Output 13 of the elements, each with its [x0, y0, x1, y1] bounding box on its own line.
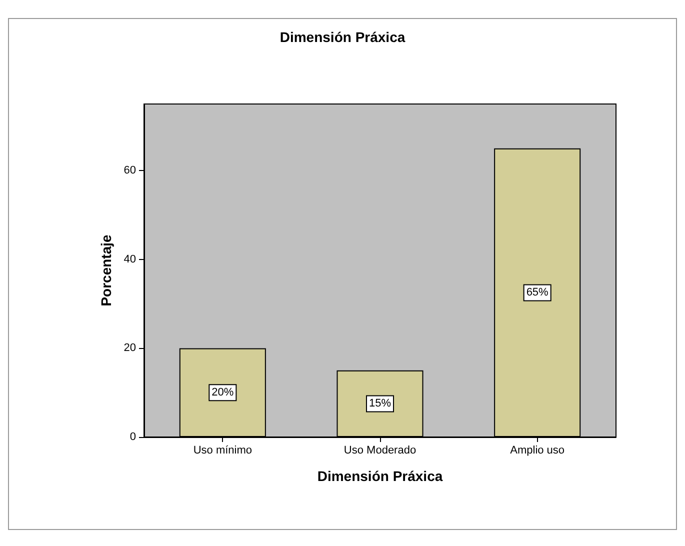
x-tick-label: Uso Moderado — [344, 444, 416, 456]
y-tick-label: 20 — [124, 342, 136, 354]
y-tick-label: 0 — [130, 431, 136, 443]
x-tick-label: Amplio uso — [510, 444, 565, 456]
y-tick-label: 60 — [124, 164, 136, 177]
data-label: 65% — [526, 286, 549, 299]
data-label: 20% — [212, 386, 234, 399]
y-tick-label: 40 — [124, 253, 136, 266]
y-axis-title: Porcentaje — [98, 234, 114, 306]
x-tick-label: Uso mínimo — [193, 444, 252, 456]
x-axis-title: Dimensión Práxica — [317, 468, 443, 484]
chart-title: Dimensión Práxica — [280, 29, 406, 45]
data-label: 15% — [368, 398, 392, 410]
